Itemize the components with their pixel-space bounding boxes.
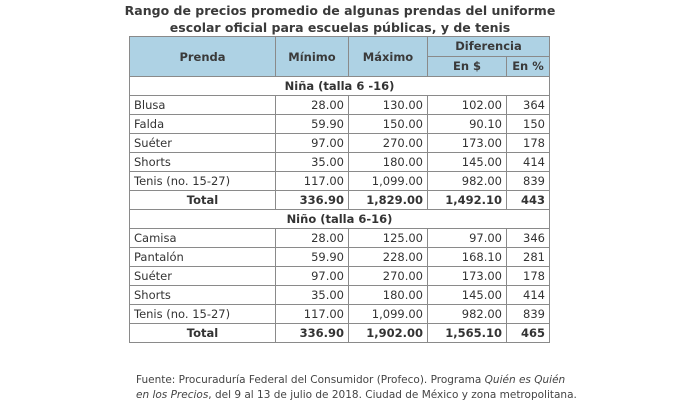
cell-en-pct: 414	[506, 285, 550, 305]
header-minimo: Mínimo	[275, 36, 349, 77]
cell-minimo: 28.00	[275, 95, 349, 115]
table-row: Shorts 35.00 180.00 145.00 414	[129, 152, 550, 172]
cell-minimo: 35.00	[275, 152, 349, 172]
total-cell-minimo: 336.90	[275, 323, 349, 343]
cell-en-pct: 178	[506, 133, 550, 153]
cell-minimo: 117.00	[275, 304, 349, 324]
title-line-1: Rango de precios promedio de algunas pre…	[124, 3, 556, 18]
table-title: Rango de precios promedio de algunas pre…	[0, 2, 680, 36]
table-row: Suéter 97.00 270.00 173.00 178	[129, 133, 550, 153]
cell-prenda: Shorts	[129, 285, 276, 305]
cell-maximo: 130.00	[348, 95, 428, 115]
total-row: Total 336.90 1,829.00 1,492.10 443	[129, 190, 550, 210]
cell-maximo: 228.00	[348, 247, 428, 267]
cell-minimo: 59.90	[275, 247, 349, 267]
cell-maximo: 150.00	[348, 114, 428, 134]
cell-prenda: Shorts	[129, 152, 276, 172]
cell-en-pesos: 145.00	[427, 285, 507, 305]
cell-en-pesos: 173.00	[427, 133, 507, 153]
cell-maximo: 125.00	[348, 228, 428, 248]
cell-prenda: Camisa	[129, 228, 276, 248]
total-cell-minimo: 336.90	[275, 190, 349, 210]
cell-en-pesos: 97.00	[427, 228, 507, 248]
section-row: Niño (talla 6-16)	[129, 209, 550, 229]
cell-prenda: Suéter	[129, 133, 276, 153]
cell-en-pesos: 90.10	[427, 114, 507, 134]
header-en-pesos: En $	[427, 56, 507, 77]
cell-maximo: 180.00	[348, 152, 428, 172]
cell-prenda: Tenis (no. 15-27)	[129, 171, 276, 191]
title-line-2: escolar oficial para escuelas públicas, …	[169, 20, 511, 35]
source-italic-2: en los Precios	[136, 389, 209, 401]
cell-minimo: 28.00	[275, 228, 349, 248]
cell-minimo: 97.00	[275, 133, 349, 153]
table-row: Falda 59.90 150.00 90.10 150	[129, 114, 550, 134]
total-cell-maximo: 1,829.00	[348, 190, 428, 210]
cell-en-pct: 839	[506, 171, 550, 191]
cell-prenda: Blusa	[129, 95, 276, 115]
cell-en-pct: 281	[506, 247, 550, 267]
total-cell-prenda: Total	[129, 323, 276, 343]
cell-en-pct: 839	[506, 304, 550, 324]
cell-minimo: 117.00	[275, 171, 349, 191]
table-row: Pantalón 59.90 228.00 168.10 281	[129, 247, 550, 267]
cell-minimo: 59.90	[275, 114, 349, 134]
header-row-1: Prenda Mínimo Máximo Diferencia	[129, 36, 550, 77]
cell-maximo: 270.00	[348, 266, 428, 286]
cell-en-pesos: 982.00	[427, 171, 507, 191]
table-body: Niña (talla 6 -16) Blusa 28.00 130.00 102.00…	[129, 76, 550, 343]
cell-prenda: Suéter	[129, 266, 276, 286]
cell-prenda: Falda	[129, 114, 276, 134]
cell-en-pct: 346	[506, 228, 550, 248]
section-row: Niña (talla 6 -16)	[129, 76, 550, 96]
price-table: Prenda Mínimo Máximo Diferencia En $ En …	[129, 36, 550, 343]
cell-maximo: 1,099.00	[348, 304, 428, 324]
source-prefix: Fuente: Procuraduría Federal del Consumi…	[136, 374, 485, 386]
source-note: Fuente: Procuraduría Federal del Consumi…	[136, 373, 656, 403]
cell-en-pesos: 173.00	[427, 266, 507, 286]
section-label: Niña (talla 6 -16)	[129, 76, 550, 96]
header-en-pct: En %	[506, 56, 550, 77]
section-label: Niño (talla 6-16)	[129, 209, 550, 229]
header-prenda: Prenda	[129, 36, 276, 77]
table-row: Tenis (no. 15-27) 117.00 1,099.00 982.00 839	[129, 304, 550, 324]
cell-en-pct: 150	[506, 114, 550, 134]
total-row: Total 336.90 1,902.00 1,565.10 465	[129, 323, 550, 343]
cell-en-pesos: 145.00	[427, 152, 507, 172]
table-row: Blusa 28.00 130.00 102.00 364	[129, 95, 550, 115]
table-row: Shorts 35.00 180.00 145.00 414	[129, 285, 550, 305]
header-diferencia: Diferencia	[427, 36, 550, 57]
cell-prenda: Tenis (no. 15-27)	[129, 304, 276, 324]
total-cell-maximo: 1,902.00	[348, 323, 428, 343]
source-suffix: , del 9 al 13 de julio de 2018. Ciudad d…	[208, 389, 577, 401]
cell-en-pct: 178	[506, 266, 550, 286]
total-cell-en-pct: 465	[506, 323, 550, 343]
source-italic-1: Quién es Quién	[484, 374, 566, 386]
cell-minimo: 97.00	[275, 266, 349, 286]
total-cell-en-pesos: 1,492.10	[427, 190, 507, 210]
cell-en-pesos: 102.00	[427, 95, 507, 115]
table-row: Tenis (no. 15-27) 117.00 1,099.00 982.00 839	[129, 171, 550, 191]
header-maximo: Máximo	[348, 36, 428, 77]
cell-maximo: 1,099.00	[348, 171, 428, 191]
cell-maximo: 270.00	[348, 133, 428, 153]
cell-maximo: 180.00	[348, 285, 428, 305]
cell-en-pesos: 982.00	[427, 304, 507, 324]
header-row-2: En $ En %	[130, 56, 550, 77]
cell-minimo: 35.00	[275, 285, 349, 305]
cell-prenda: Pantalón	[129, 247, 276, 267]
total-cell-en-pesos: 1,565.10	[427, 323, 507, 343]
cell-en-pct: 414	[506, 152, 550, 172]
cell-en-pesos: 168.10	[427, 247, 507, 267]
table-row: Camisa 28.00 125.00 97.00 346	[129, 228, 550, 248]
cell-en-pct: 364	[506, 95, 550, 115]
total-cell-prenda: Total	[129, 190, 276, 210]
table-row: Suéter 97.00 270.00 173.00 178	[129, 266, 550, 286]
total-cell-en-pct: 443	[506, 190, 550, 210]
